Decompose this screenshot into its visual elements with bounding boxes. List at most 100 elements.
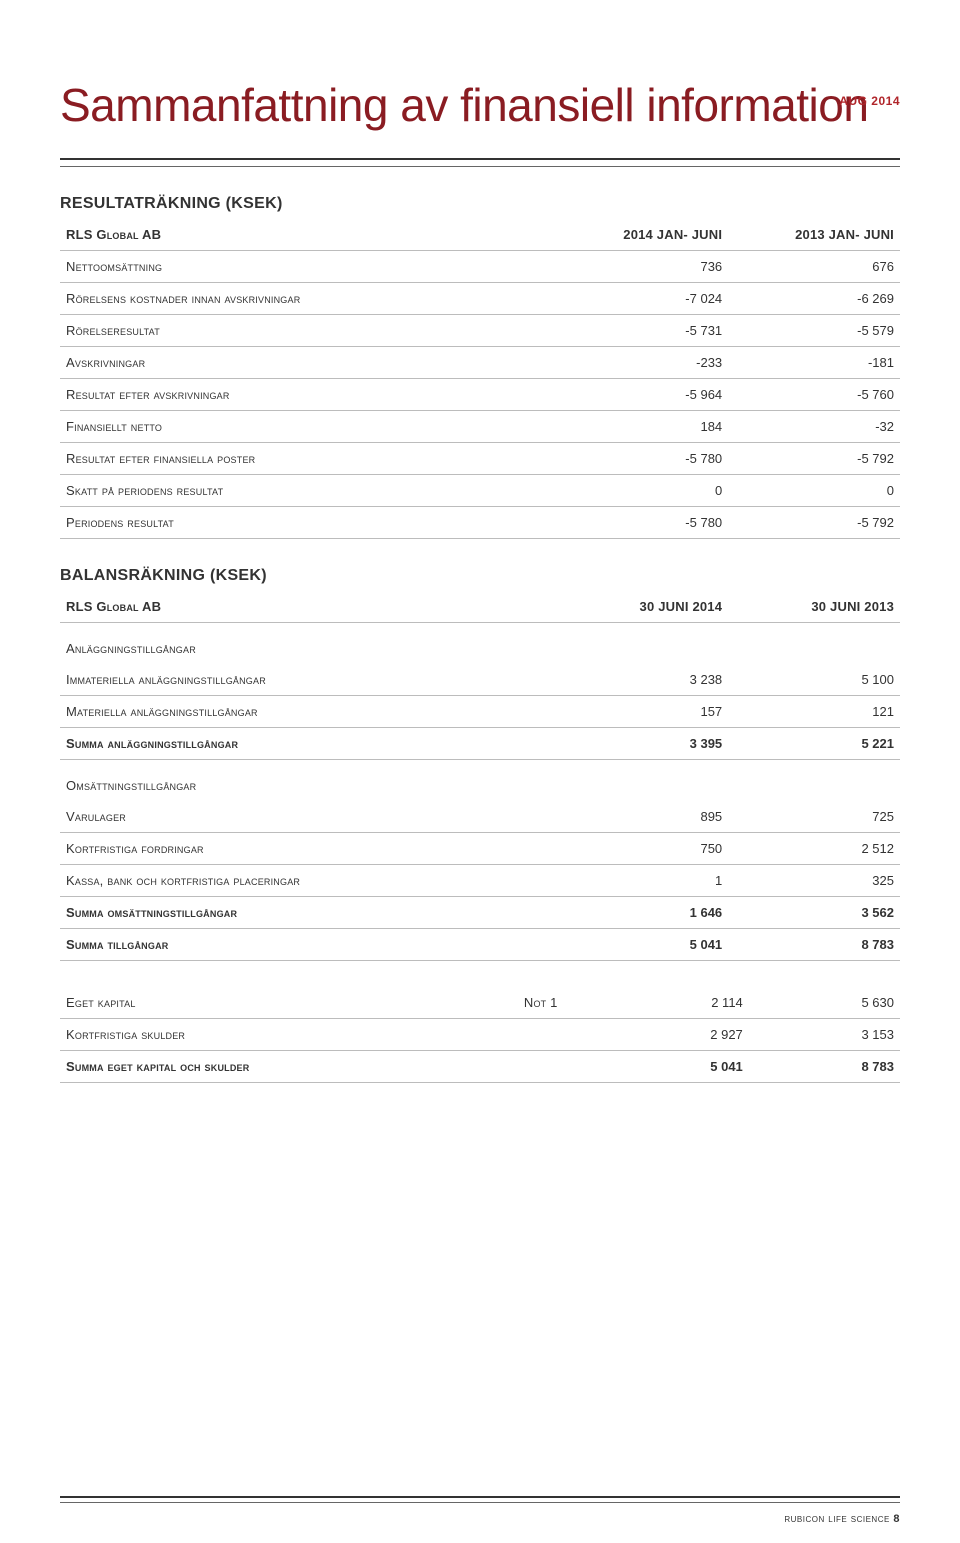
table-row: Finansiellt netto184-32: [60, 410, 900, 442]
row-label: Materiella anläggningstillgångar: [60, 695, 556, 727]
row-value-1: 1 646: [556, 896, 728, 928]
row-label: Resultat efter avskrivningar: [60, 378, 556, 410]
table1-h1: 2014 JAN- JUNI: [556, 219, 728, 251]
row-value-2: 2 512: [728, 832, 900, 864]
table1-header-row: RLS Global AB 2014 JAN- JUNI 2013 JAN- J…: [60, 219, 900, 251]
footer-rule-thin: [60, 1502, 900, 1503]
row-value-1: -5 780: [556, 506, 728, 538]
row-value-2: 8 783: [728, 928, 900, 960]
row-label: Kassa, bank och kortfristiga placeringar: [60, 864, 556, 896]
row-label: Rörelseresultat: [60, 314, 556, 346]
row-value-2: 325: [728, 864, 900, 896]
table-row: Kassa, bank och kortfristiga placeringar…: [60, 864, 900, 896]
row-value-2: -5 579: [728, 314, 900, 346]
section-label: Omsättningstillgångar: [60, 759, 900, 801]
table-row: Eget kapitalNot 12 1145 630: [60, 987, 900, 1019]
row-value-1: 3 238: [556, 664, 728, 696]
row-label: Rörelsens kostnader innan avskrivningar: [60, 282, 556, 314]
row-value-1: 5 041: [598, 1050, 749, 1082]
table2-h0: RLS Global AB: [60, 591, 556, 623]
row-label: Resultat efter finansiella poster: [60, 442, 556, 474]
title-rule-heavy: [60, 158, 900, 160]
row-value-1: 3 395: [556, 727, 728, 759]
balance-sheet-table-a: RLS Global AB 30 JUNI 2014 30 JUNI 2013 …: [60, 591, 900, 961]
table-row: Kortfristiga fordringar7502 512: [60, 832, 900, 864]
footer-page: 8: [893, 1513, 900, 1525]
row-value-1: 750: [556, 832, 728, 864]
row-label: Kortfristiga fordringar: [60, 832, 556, 864]
row-value-1: 0: [556, 474, 728, 506]
table-row: Immateriella anläggningstillgångar3 2385…: [60, 664, 900, 696]
table-row: Rörelseresultat-5 731-5 579: [60, 314, 900, 346]
row-label: Finansiellt netto: [60, 410, 556, 442]
row-label: Summa eget kapital och skulder: [60, 1050, 497, 1082]
row-value-2: 8 783: [749, 1050, 900, 1082]
table2-heading: BALANSRÄKNING (KSEK): [60, 567, 900, 585]
row-value-2: -5 760: [728, 378, 900, 410]
row-value-2: 3 153: [749, 1018, 900, 1050]
row-note: [497, 1050, 598, 1082]
row-label: Nettoomsättning: [60, 250, 556, 282]
table1-heading: RESULTATRÄKNING (KSEK): [60, 195, 900, 213]
row-value-1: 1: [556, 864, 728, 896]
row-value-2: 5 630: [749, 987, 900, 1019]
footer-brand: rubicon life science: [784, 1513, 889, 1525]
footer: rubicon life science 8: [784, 1513, 900, 1525]
table-row: Skatt på periodens resultat00: [60, 474, 900, 506]
row-value-1: 2 114: [598, 987, 749, 1019]
row-label: Summa omsättningstillgångar: [60, 896, 556, 928]
table2-h2: 30 JUNI 2013: [728, 591, 900, 623]
row-note: Not 1: [497, 987, 598, 1019]
row-value-2: 0: [728, 474, 900, 506]
row-value-1: 736: [556, 250, 728, 282]
table-row: Nettoomsättning736676: [60, 250, 900, 282]
row-value-1: 157: [556, 695, 728, 727]
table-row: Resultat efter avskrivningar-5 964-5 760: [60, 378, 900, 410]
table2-header-row: RLS Global AB 30 JUNI 2014 30 JUNI 2013: [60, 591, 900, 623]
row-value-2: 5 100: [728, 664, 900, 696]
table-row: Kortfristiga skulder 2 9273 153: [60, 1018, 900, 1050]
table-row: Periodens resultat-5 780-5 792: [60, 506, 900, 538]
row-label: Periodens resultat: [60, 506, 556, 538]
row-value-2: -32: [728, 410, 900, 442]
row-value-2: 725: [728, 801, 900, 833]
table1-h0: RLS Global AB: [60, 219, 556, 251]
table-row: Avskrivningar-233-181: [60, 346, 900, 378]
row-note: [497, 1018, 598, 1050]
section-fixed-assets: Anläggningstillgångar: [60, 622, 900, 664]
table-row: Summa anläggningstillgångar3 3955 221: [60, 727, 900, 759]
row-value-2: -5 792: [728, 442, 900, 474]
row-label: Skatt på periodens resultat: [60, 474, 556, 506]
title-rule-thin: [60, 166, 900, 167]
row-value-1: 2 927: [598, 1018, 749, 1050]
row-value-1: -5 964: [556, 378, 728, 410]
row-label: Summa anläggningstillgångar: [60, 727, 556, 759]
row-label: Summa tillgångar: [60, 928, 556, 960]
row-value-2: 5 221: [728, 727, 900, 759]
header-date: AUG 2014: [839, 94, 900, 108]
row-value-2: -6 269: [728, 282, 900, 314]
table-row: Rörelsens kostnader innan avskrivningar-…: [60, 282, 900, 314]
section-label: Anläggningstillgångar: [60, 622, 900, 664]
table-row: Varulager895725: [60, 801, 900, 833]
row-label: Avskrivningar: [60, 346, 556, 378]
table-row: Summa omsättningstillgångar1 6463 562: [60, 896, 900, 928]
row-label: Immateriella anläggningstillgångar: [60, 664, 556, 696]
row-value-1: 184: [556, 410, 728, 442]
row-value-1: -5 731: [556, 314, 728, 346]
table-row: Summa tillgångar5 0418 783: [60, 928, 900, 960]
income-statement-table: RLS Global AB 2014 JAN- JUNI 2013 JAN- J…: [60, 219, 900, 539]
row-value-2: 3 562: [728, 896, 900, 928]
row-value-2: 676: [728, 250, 900, 282]
row-label: Kortfristiga skulder: [60, 1018, 497, 1050]
row-value-1: -5 780: [556, 442, 728, 474]
table-row: Summa eget kapital och skulder 5 0418 783: [60, 1050, 900, 1082]
row-value-2: -181: [728, 346, 900, 378]
row-value-1: -233: [556, 346, 728, 378]
row-value-2: 121: [728, 695, 900, 727]
table-row: Resultat efter finansiella poster-5 780-…: [60, 442, 900, 474]
row-label: Varulager: [60, 801, 556, 833]
row-value-1: -7 024: [556, 282, 728, 314]
row-value-2: -5 792: [728, 506, 900, 538]
table1-h2: 2013 JAN- JUNI: [728, 219, 900, 251]
